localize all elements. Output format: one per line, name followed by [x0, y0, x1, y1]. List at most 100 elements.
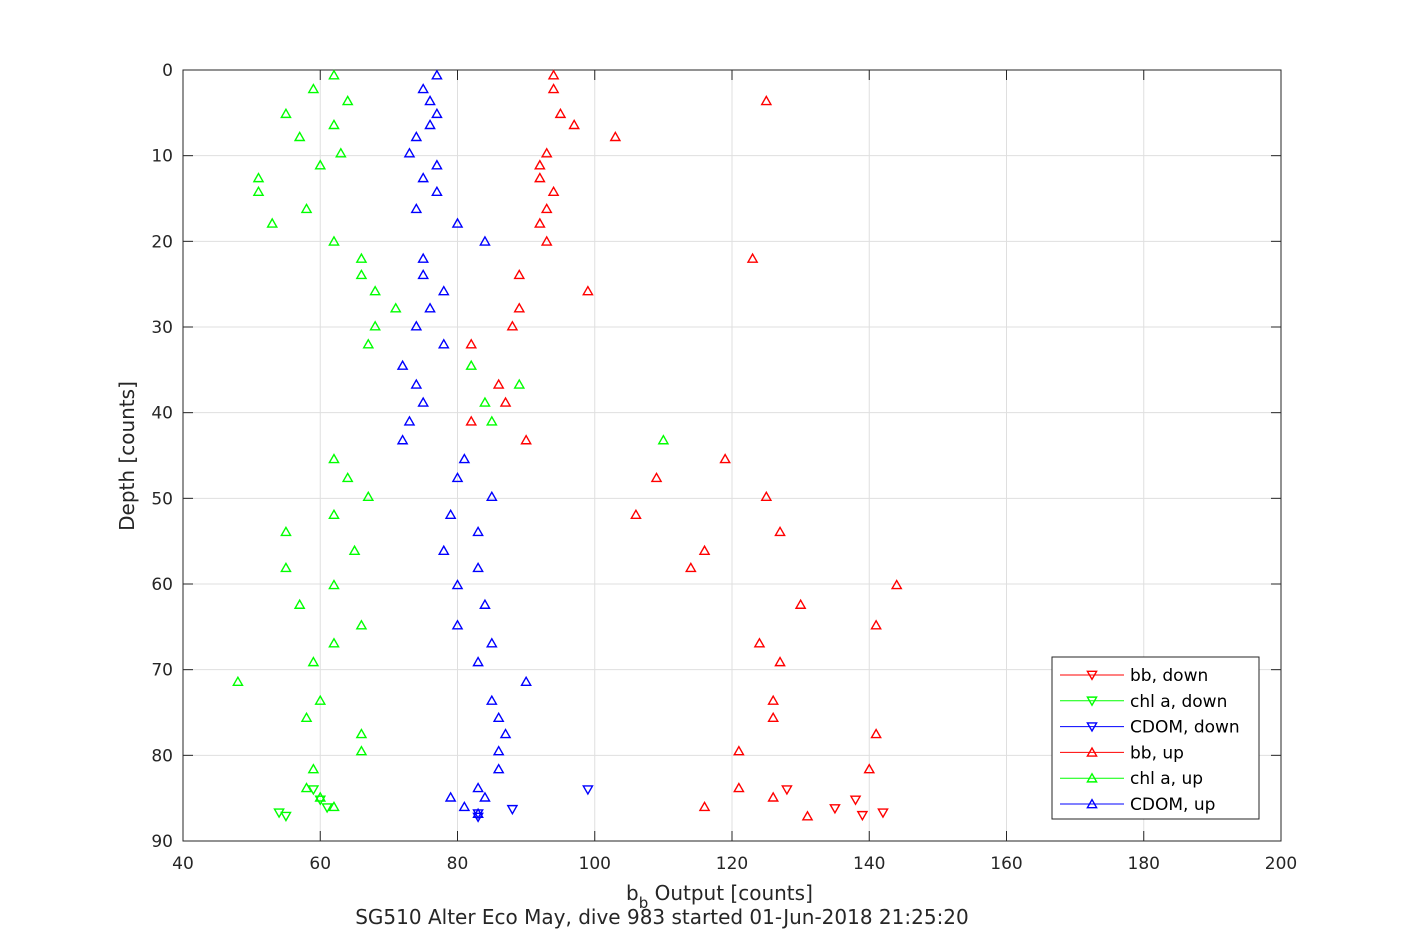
data-point	[486, 490, 498, 501]
data-point	[479, 791, 491, 802]
y-tick-label: 80	[151, 746, 173, 766]
legend: bb, down chl a, down CDOM, down bb, up chl a…	[1051, 656, 1260, 820]
data-point	[335, 147, 347, 158]
x-tick-label: 40	[172, 854, 194, 874]
data-point	[774, 656, 786, 667]
x-tick-label: 180	[1128, 854, 1160, 874]
data-point	[300, 711, 313, 723]
data-point	[396, 434, 409, 445]
data-point	[499, 728, 512, 739]
data-point	[431, 185, 443, 197]
data-point	[890, 579, 903, 590]
data-point	[328, 119, 340, 130]
data-point	[794, 598, 807, 609]
data-point	[424, 302, 436, 313]
y-tick-label: 20	[151, 232, 173, 252]
series-4	[232, 69, 670, 812]
legend-label: bb, down	[1130, 666, 1208, 686]
data-point	[630, 508, 642, 519]
data-point	[540, 147, 553, 158]
data-point	[479, 598, 491, 609]
data-point	[534, 172, 546, 183]
data-point	[410, 320, 423, 331]
data-point	[877, 808, 889, 819]
data-point	[417, 268, 429, 280]
data-point	[506, 320, 519, 331]
series-3	[465, 69, 903, 821]
data-point	[698, 800, 711, 812]
data-point	[492, 745, 505, 756]
data-point	[362, 490, 375, 501]
data-point	[431, 107, 443, 119]
data-point	[280, 811, 292, 822]
data-point	[801, 810, 814, 821]
legend-label: CDOM, up	[1130, 795, 1215, 815]
data-point	[355, 268, 368, 280]
data-point	[760, 95, 773, 106]
data-point	[417, 172, 429, 183]
data-point	[554, 107, 567, 119]
data-point	[499, 396, 512, 407]
data-point	[465, 359, 478, 370]
x-tick-label: 120	[716, 854, 748, 874]
y-tick-label: 40	[151, 404, 173, 424]
data-point	[355, 728, 368, 739]
data-point	[458, 800, 471, 812]
data-point	[437, 285, 450, 296]
data-point	[341, 471, 354, 483]
data-point	[513, 302, 526, 313]
data-point	[767, 694, 779, 705]
data-point	[437, 338, 450, 349]
data-point	[300, 782, 313, 793]
x-tick-label: 100	[579, 854, 611, 874]
y-tick-label: 70	[151, 661, 173, 681]
data-point	[280, 107, 292, 119]
data-point	[280, 561, 292, 573]
data-point	[444, 508, 457, 519]
data-point	[767, 791, 779, 802]
data-point	[307, 656, 320, 667]
data-point	[300, 202, 313, 214]
data-point	[403, 415, 416, 426]
legend-label: CDOM, down	[1130, 718, 1240, 738]
data-point	[451, 217, 464, 228]
y-axis-label: Depth [counts]	[115, 381, 139, 531]
legend-box	[1051, 656, 1260, 820]
axes	[182, 69, 1282, 842]
data-point	[582, 785, 594, 796]
data-point	[547, 185, 560, 197]
data-point	[863, 763, 876, 774]
data-point	[685, 561, 697, 573]
data-point	[486, 415, 498, 426]
data-point	[293, 131, 306, 142]
data-point	[355, 252, 368, 263]
data-point	[458, 453, 471, 464]
series-0	[781, 785, 889, 822]
data-point	[486, 637, 498, 648]
data-point	[314, 795, 327, 806]
x-tick-label: 200	[1265, 854, 1297, 874]
data-point	[431, 69, 443, 80]
data-point	[520, 434, 532, 445]
data-point	[451, 471, 464, 483]
data-point	[492, 378, 505, 389]
data-point	[733, 745, 745, 756]
data-point	[760, 490, 773, 501]
data-point	[479, 396, 491, 407]
data-point	[486, 694, 498, 705]
data-point	[479, 235, 491, 246]
data-point	[540, 235, 553, 246]
data-point	[321, 803, 333, 814]
data-point	[328, 453, 340, 464]
data-point	[307, 785, 320, 796]
legend-label: chl a, up	[1130, 769, 1203, 789]
y-tick-label: 60	[151, 575, 173, 595]
x-tick-label: 140	[853, 854, 885, 874]
data-point	[492, 711, 505, 723]
x-tick-label: 160	[990, 854, 1022, 874]
data-point	[753, 637, 766, 648]
data-point	[472, 561, 484, 573]
data-point	[328, 800, 340, 812]
legend-label: bb, up	[1130, 743, 1184, 763]
